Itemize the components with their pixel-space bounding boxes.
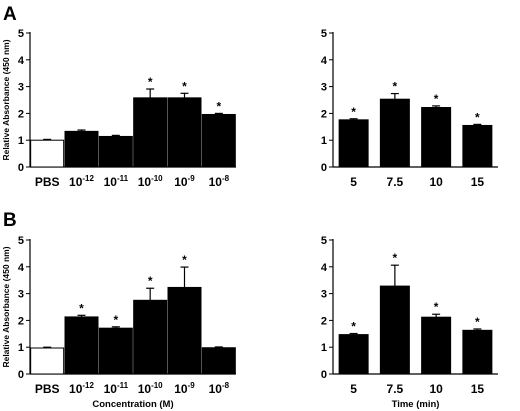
bar: [201, 347, 236, 375]
bar: [462, 124, 493, 168]
y-tick-label: 3: [321, 82, 327, 94]
x-tick-label: 10-11: [104, 381, 129, 396]
x-tick-label: 10-11: [104, 174, 129, 189]
bar: [167, 286, 202, 375]
significance-marker: *: [475, 315, 480, 329]
bar: [98, 135, 133, 168]
bar: [421, 107, 452, 168]
bar: [133, 299, 168, 375]
x-tick-label: 15: [471, 175, 485, 189]
charts-group: 0 1 2 3 4 5 Relative Absorbance (450 nm) PBS 10-…: [1, 28, 498, 410]
significance-marker: *: [475, 110, 480, 124]
x-tick-label: 5: [350, 382, 357, 396]
x-tick-label: 10-10: [138, 174, 163, 189]
chart-B-time: 0 1 2 3 4 5 * 5 * 7.5 * 10 * 15 Time (min): [321, 235, 498, 410]
chart-A-concentration: 0 1 2 3 4 5 Relative Absorbance (450 nm) PBS 10-…: [1, 28, 236, 189]
x-tick-label: 10-12: [69, 381, 94, 396]
bar: [64, 130, 99, 168]
y-tick-label: 0: [18, 369, 24, 381]
y-axis-label: Relative Absorbance (450 nm): [1, 246, 11, 367]
bar: [201, 113, 236, 168]
y-tick-label: 0: [321, 369, 327, 381]
y-tick-label: 4: [18, 262, 25, 274]
significance-marker: *: [148, 75, 153, 89]
y-tick-label: 4: [321, 55, 328, 67]
x-axis-label: Concentration (M): [92, 399, 173, 410]
x-tick-label: 10-8: [209, 174, 230, 189]
bar: [379, 285, 410, 375]
x-tick-label: 10-9: [174, 381, 195, 396]
y-tick-label: 1: [321, 135, 327, 147]
x-tick-label: 10-12: [69, 174, 94, 189]
x-tick-label: 5: [350, 175, 357, 189]
y-axis-label: Relative Absorbance (450 nm): [1, 39, 11, 160]
x-tick-label: 10-9: [174, 174, 195, 189]
significance-marker: *: [79, 301, 84, 315]
y-tick-label: 4: [321, 262, 328, 274]
y-tick-label: 1: [18, 342, 24, 354]
bar: [98, 327, 133, 375]
significance-marker: *: [182, 79, 187, 93]
y-tick-label: 1: [18, 135, 24, 147]
significance-marker: *: [182, 253, 187, 267]
y-tick-label: 1: [321, 342, 327, 354]
y-tick-label: 3: [321, 289, 327, 301]
x-tick-label: 7.5: [387, 175, 404, 189]
significance-marker: *: [393, 251, 398, 265]
y-tick-label: 0: [18, 162, 24, 174]
y-tick-label: 0: [321, 162, 327, 174]
bar: [462, 329, 493, 375]
x-tick-label: 7.5: [387, 382, 404, 396]
y-tick-label: 3: [18, 82, 24, 94]
bar: [338, 119, 369, 168]
panel-label-b: B: [3, 210, 17, 231]
y-tick-label: 5: [18, 235, 24, 247]
y-tick-label: 5: [321, 28, 327, 40]
y-tick-label: 5: [18, 28, 24, 40]
y-tick-label: 2: [18, 108, 24, 120]
significance-marker: *: [351, 320, 356, 334]
y-tick-label: 2: [321, 315, 327, 327]
x-tick-label: 10-8: [209, 381, 230, 396]
panel-label-a: A: [3, 4, 17, 25]
significance-marker: *: [434, 92, 439, 106]
bar: [338, 334, 369, 375]
bar: [64, 316, 99, 375]
bar: [30, 139, 65, 168]
y-tick-label: 2: [18, 315, 24, 327]
x-tick-label: 15: [471, 382, 485, 396]
chart-B-concentration: 0 1 2 3 4 5 Relative Absorbance (450 nm) PBS * 10…: [1, 235, 236, 410]
x-tick-label: 10: [429, 382, 443, 396]
bar: [30, 347, 65, 375]
bar: [167, 97, 202, 168]
significance-marker: *: [393, 80, 398, 94]
bar: [133, 97, 168, 168]
y-tick-label: 2: [321, 108, 327, 120]
significance-marker: *: [351, 105, 356, 119]
y-tick-label: 5: [321, 235, 327, 247]
x-tick-label: PBS: [35, 175, 60, 189]
bar: [379, 98, 410, 168]
significance-marker: *: [148, 274, 153, 288]
significance-marker: *: [113, 313, 118, 327]
significance-marker: *: [216, 99, 221, 113]
bar: [421, 316, 452, 375]
y-tick-label: 3: [18, 289, 24, 301]
x-axis-label: Time (min): [392, 399, 440, 410]
x-tick-label: PBS: [35, 382, 60, 396]
chart-A-time: 0 1 2 3 4 5 * 5 * 7.5 * 10 * 15: [321, 28, 498, 189]
significance-marker: *: [434, 300, 439, 314]
x-tick-label: 10-10: [138, 381, 163, 396]
y-tick-label: 4: [18, 55, 25, 67]
x-tick-label: 10: [429, 175, 443, 189]
